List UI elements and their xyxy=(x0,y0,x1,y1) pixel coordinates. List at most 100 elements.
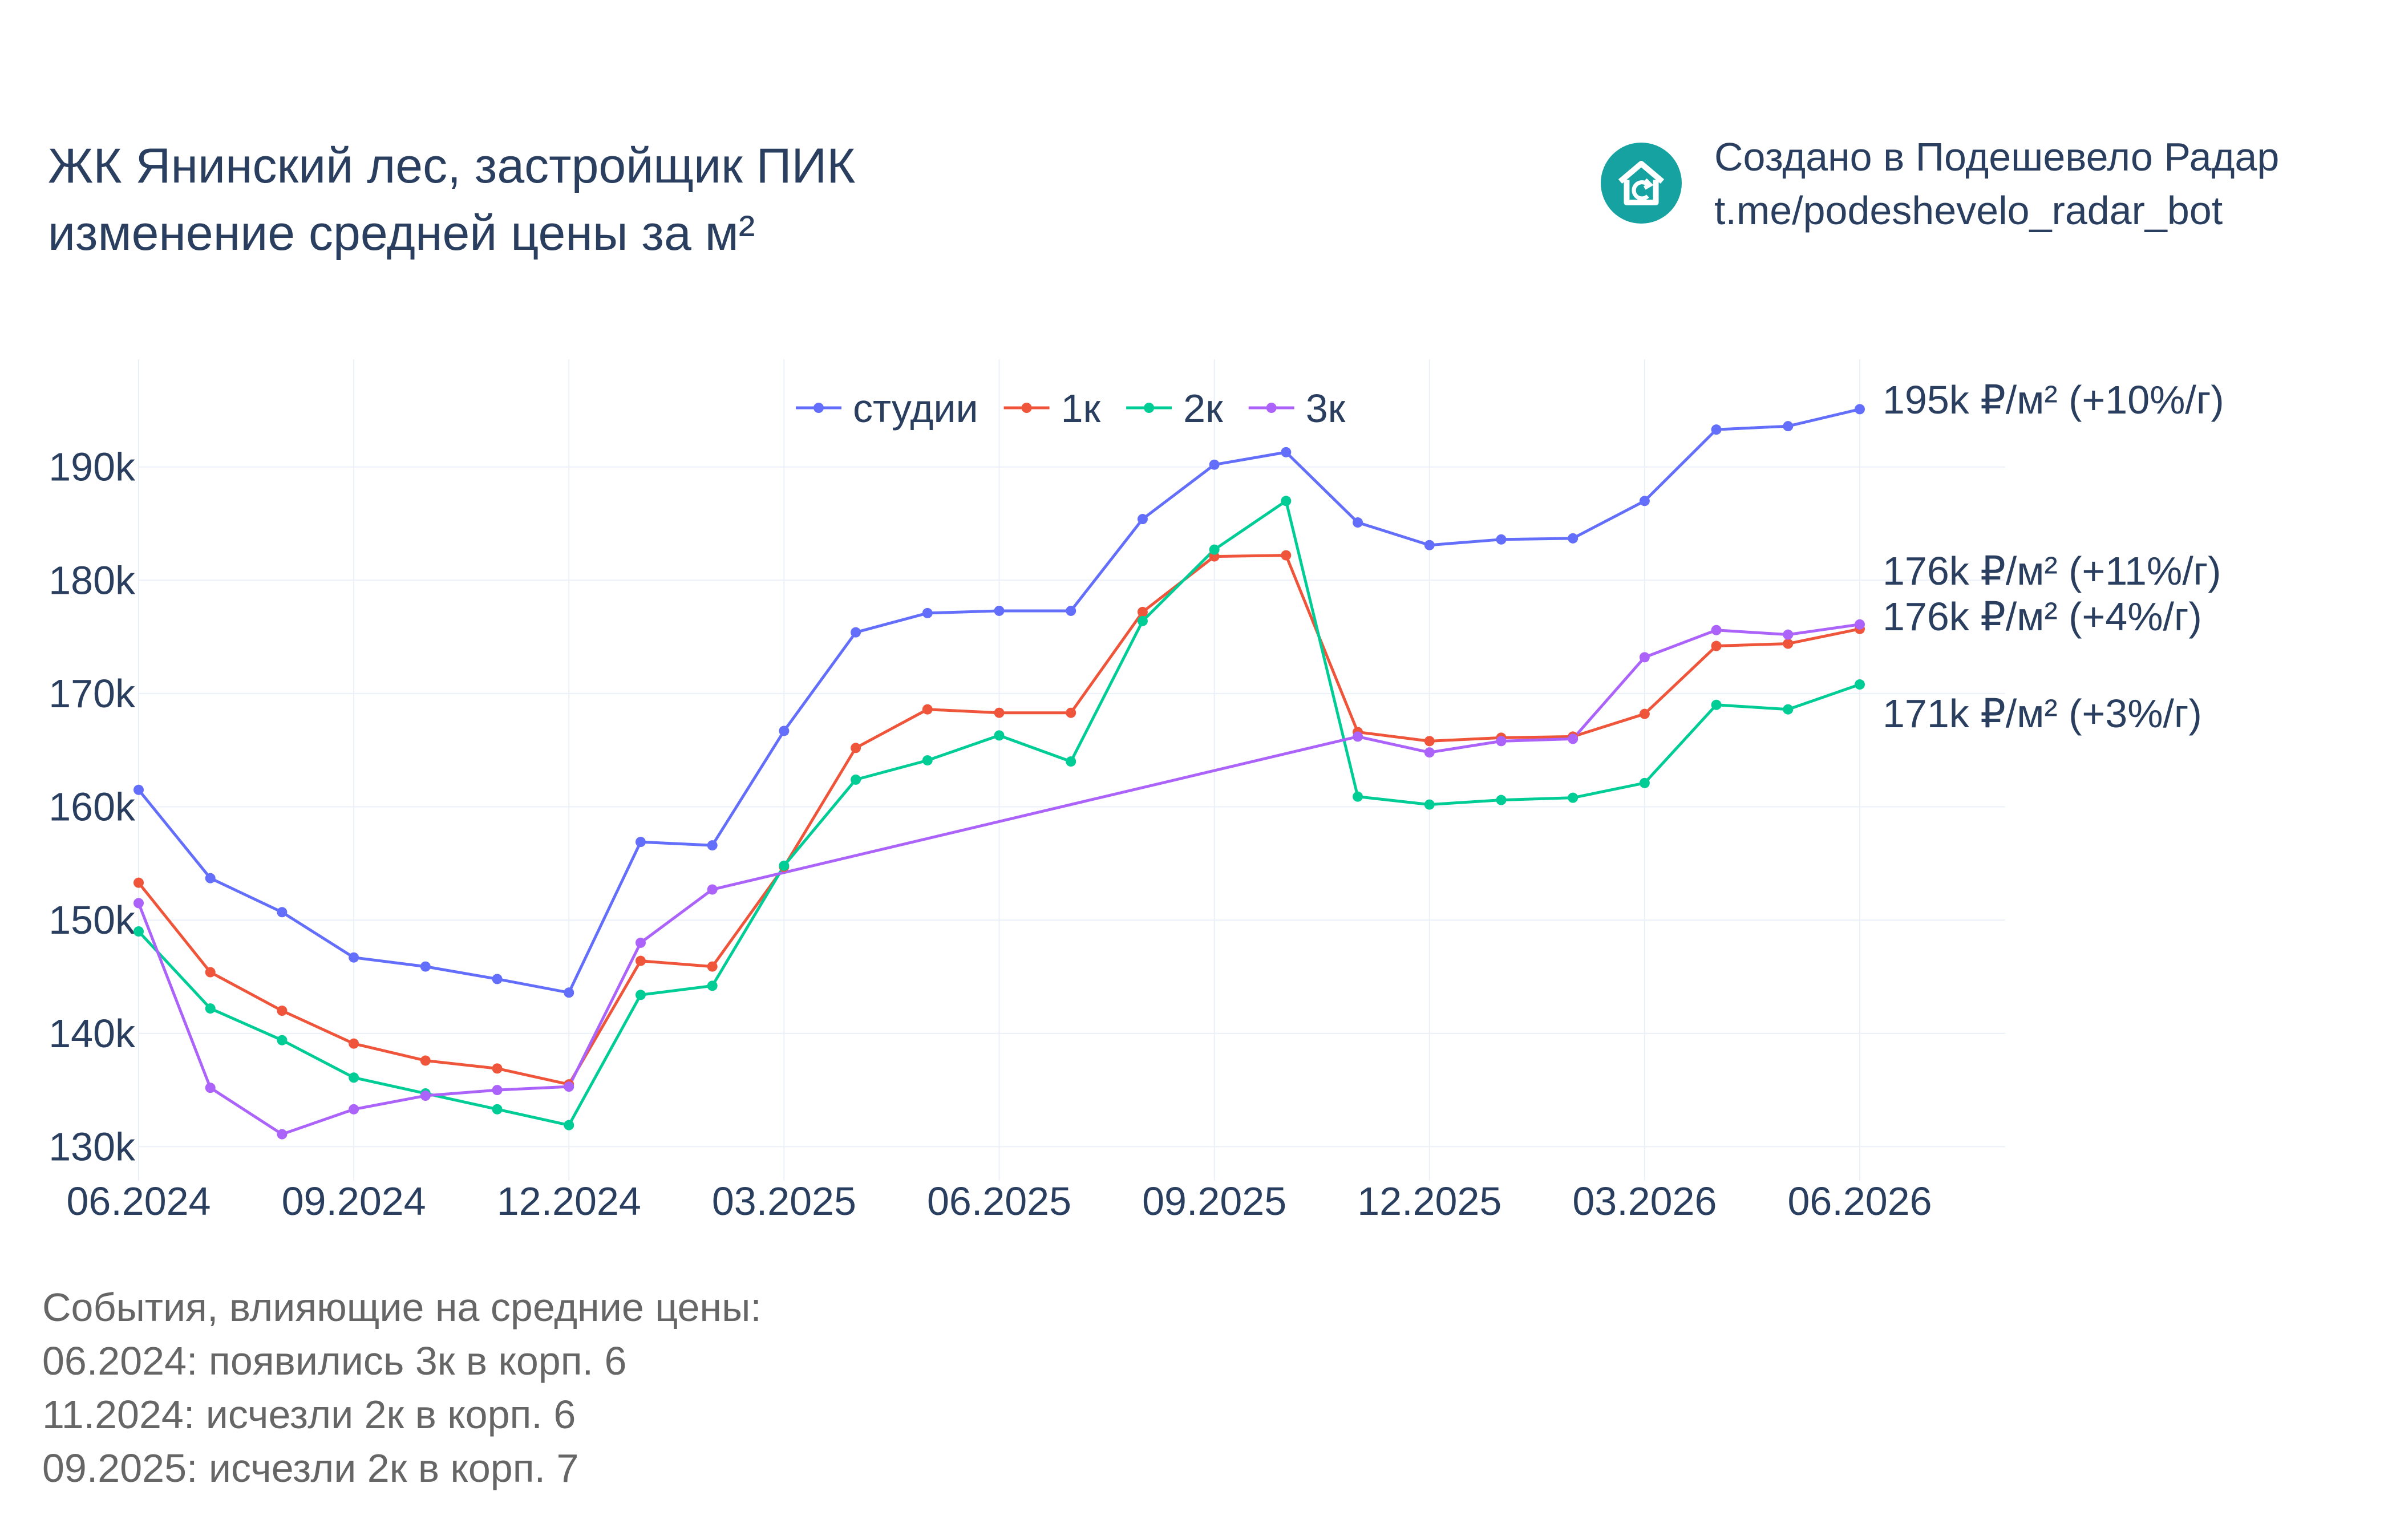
data-point xyxy=(1353,791,1363,802)
data-point xyxy=(133,877,144,888)
data-point xyxy=(349,1104,359,1115)
house-refresh-icon xyxy=(1601,143,1682,224)
data-point xyxy=(205,1003,216,1014)
data-point xyxy=(1353,517,1363,528)
x-tick-label: 06.2024 xyxy=(66,1179,211,1223)
data-point xyxy=(1711,424,1722,435)
data-point xyxy=(1496,534,1507,545)
data-point xyxy=(851,743,861,753)
y-tick-label: 190k xyxy=(48,445,136,489)
data-point xyxy=(1783,704,1794,715)
data-point xyxy=(205,967,216,978)
data-point xyxy=(1353,731,1363,742)
events-note: События, влияющие на средние цены: 06.20… xyxy=(42,1280,762,1495)
data-point xyxy=(922,607,933,618)
data-point xyxy=(277,1129,288,1140)
legend-marker xyxy=(1266,403,1277,413)
legend-marker xyxy=(1144,403,1155,413)
data-point xyxy=(205,873,216,884)
x-tick-label: 12.2024 xyxy=(497,1179,641,1223)
x-tick-label: 06.2026 xyxy=(1787,1179,1932,1223)
data-point xyxy=(1424,540,1435,550)
data-point xyxy=(277,1006,288,1016)
data-point xyxy=(1711,641,1722,651)
data-point xyxy=(1137,606,1148,617)
data-point xyxy=(1639,496,1650,506)
data-point xyxy=(1639,777,1650,788)
data-point xyxy=(1711,625,1722,635)
data-point xyxy=(1639,708,1650,719)
data-point xyxy=(707,884,718,895)
data-point xyxy=(635,955,646,966)
data-point xyxy=(420,1091,431,1101)
credit-link[interactable]: t.me/podeshevelo_radar_bot xyxy=(1714,188,2223,233)
credit-line-1: Создано в Подешевело Радар xyxy=(1714,135,2280,179)
data-point xyxy=(922,704,933,715)
data-point xyxy=(349,1072,359,1083)
data-point xyxy=(1281,496,1292,506)
event-item: 09.2025: исчезли 2к в корп. 7 xyxy=(42,1446,579,1490)
data-point xyxy=(1568,733,1579,744)
data-point xyxy=(420,961,431,972)
data-point xyxy=(1137,514,1148,525)
data-point xyxy=(492,1063,503,1074)
events-heading: События, влияющие на средние цены: xyxy=(42,1285,762,1330)
data-point xyxy=(1711,699,1722,710)
x-tick-label: 09.2025 xyxy=(1142,1179,1286,1223)
data-point xyxy=(492,1085,503,1096)
data-point xyxy=(564,987,574,998)
x-tick-label: 09.2024 xyxy=(282,1179,426,1223)
legend-item[interactable]: 3к xyxy=(1306,386,1346,431)
gridlines xyxy=(138,359,2005,1181)
data-point xyxy=(349,1038,359,1049)
data-point xyxy=(1424,747,1435,758)
legend-item[interactable]: 2к xyxy=(1183,386,1223,431)
y-tick-label: 150k xyxy=(48,898,136,942)
data-point xyxy=(707,961,718,972)
legend-item[interactable]: 1к xyxy=(1061,386,1101,431)
data-point xyxy=(1496,736,1507,747)
data-point xyxy=(1783,421,1794,432)
data-point xyxy=(1066,707,1076,718)
legend-marker xyxy=(1021,403,1032,413)
data-point xyxy=(851,774,861,785)
y-tick-label: 140k xyxy=(48,1011,136,1056)
data-point xyxy=(492,974,503,984)
end-label: 176k ₽/м² (+11%/г) xyxy=(1883,549,2221,593)
x-tick-label: 03.2026 xyxy=(1572,1179,1717,1223)
data-point xyxy=(707,980,718,991)
data-point xyxy=(1568,533,1579,544)
data-point xyxy=(133,784,144,795)
data-point xyxy=(277,1035,288,1045)
x-axis-ticks: 06.2024 09.2024 12.2024 03.2025 06.2025 09.20… xyxy=(66,1179,1932,1223)
data-point xyxy=(635,990,646,1000)
data-point xyxy=(1281,447,1292,457)
data-point xyxy=(779,726,790,736)
event-item: 06.2024: появились 3к в корп. 6 xyxy=(42,1339,627,1383)
end-label: 195k ₽/м² (+10%/г) xyxy=(1883,378,2224,422)
data-point xyxy=(133,926,144,937)
data-point xyxy=(1209,459,1220,470)
data-point xyxy=(994,605,1005,616)
data-point xyxy=(1783,638,1794,649)
x-tick-label: 03.2025 xyxy=(712,1179,856,1223)
y-tick-label: 170k xyxy=(48,671,136,716)
data-point xyxy=(1639,652,1650,663)
data-point xyxy=(994,707,1005,718)
end-label: 176k ₽/м² (+4%/г) xyxy=(1883,594,2202,639)
data-point xyxy=(1424,736,1435,747)
data-point xyxy=(635,937,646,948)
data-point xyxy=(1137,615,1148,626)
data-point xyxy=(1855,679,1865,690)
data-point xyxy=(1066,756,1076,767)
data-point xyxy=(349,952,359,963)
data-point xyxy=(1783,629,1794,640)
data-point xyxy=(635,837,646,848)
series-points xyxy=(133,404,1865,1140)
end-label: 171k ₽/м² (+3%/г) xyxy=(1883,691,2202,736)
data-point xyxy=(851,627,861,638)
data-point xyxy=(564,1120,574,1130)
legend-item[interactable]: студии xyxy=(853,386,978,431)
data-point xyxy=(779,860,790,871)
legend: студии 1к 2к 3к xyxy=(796,386,1346,431)
